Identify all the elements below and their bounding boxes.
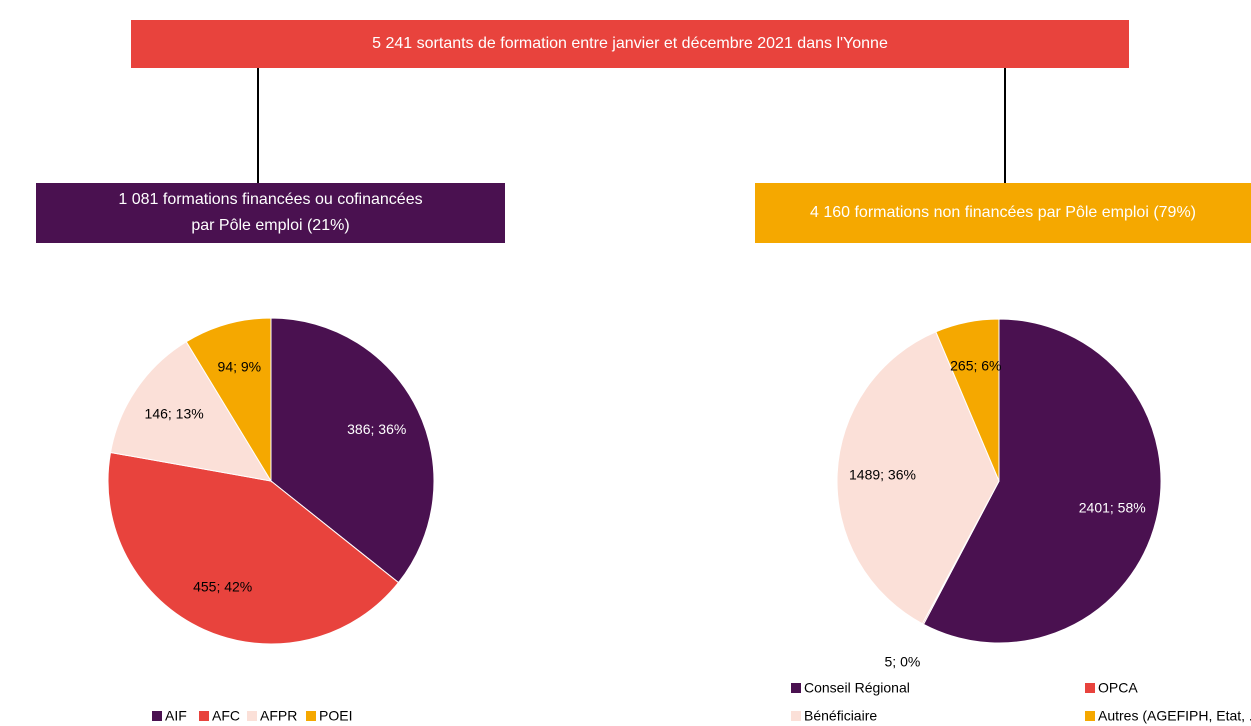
pie-slice (836, 331, 1000, 625)
data-label: 94; 9% (218, 359, 262, 375)
legend-swatch (247, 711, 257, 721)
pie-slice (107, 451, 400, 645)
data-label: 5; 0% (885, 653, 921, 669)
legend-label: Conseil Régional (804, 680, 910, 696)
data-label: 455; 42% (193, 579, 252, 595)
data-label: 386; 36% (347, 421, 406, 437)
data-label: 1489; 36% (849, 466, 916, 482)
legend-swatch (152, 711, 162, 721)
pie-slice (922, 318, 1162, 644)
pie-slice (185, 317, 272, 483)
data-label: 265; 6% (950, 357, 1001, 373)
title-box (755, 183, 1251, 243)
legend-label: AFC (212, 708, 240, 724)
title-box (36, 183, 505, 243)
legend-label: AIF (165, 708, 187, 724)
banner-title: 5 241 sortants de formation entre janvie… (372, 35, 888, 52)
legend-swatch (199, 711, 209, 721)
pie-slice (109, 341, 273, 482)
pie-slice (935, 318, 1000, 482)
legend-swatch (791, 683, 801, 693)
legend-swatch (791, 711, 801, 721)
chart-title: 1 081 formations financées ou cofinancée… (118, 191, 422, 234)
legend-swatch (1085, 711, 1095, 721)
legend-label: OPCA (1098, 680, 1138, 696)
data-label: 2401; 58% (1079, 500, 1146, 516)
legend-label: Bénéficiaire (804, 708, 877, 724)
chart-title: 4 160 formations non financées par Pôle … (810, 204, 1196, 221)
legend-swatch (1085, 683, 1095, 693)
legend-label: POEI (319, 708, 352, 724)
legend-swatch (306, 711, 316, 721)
banner (131, 20, 1129, 68)
legend-label: AFPR (260, 708, 297, 724)
legend-label: Autres (AGEFIPH, Etat, ...) (1098, 708, 1251, 724)
pie-slice (270, 317, 435, 584)
data-label: 146; 13% (145, 405, 204, 421)
